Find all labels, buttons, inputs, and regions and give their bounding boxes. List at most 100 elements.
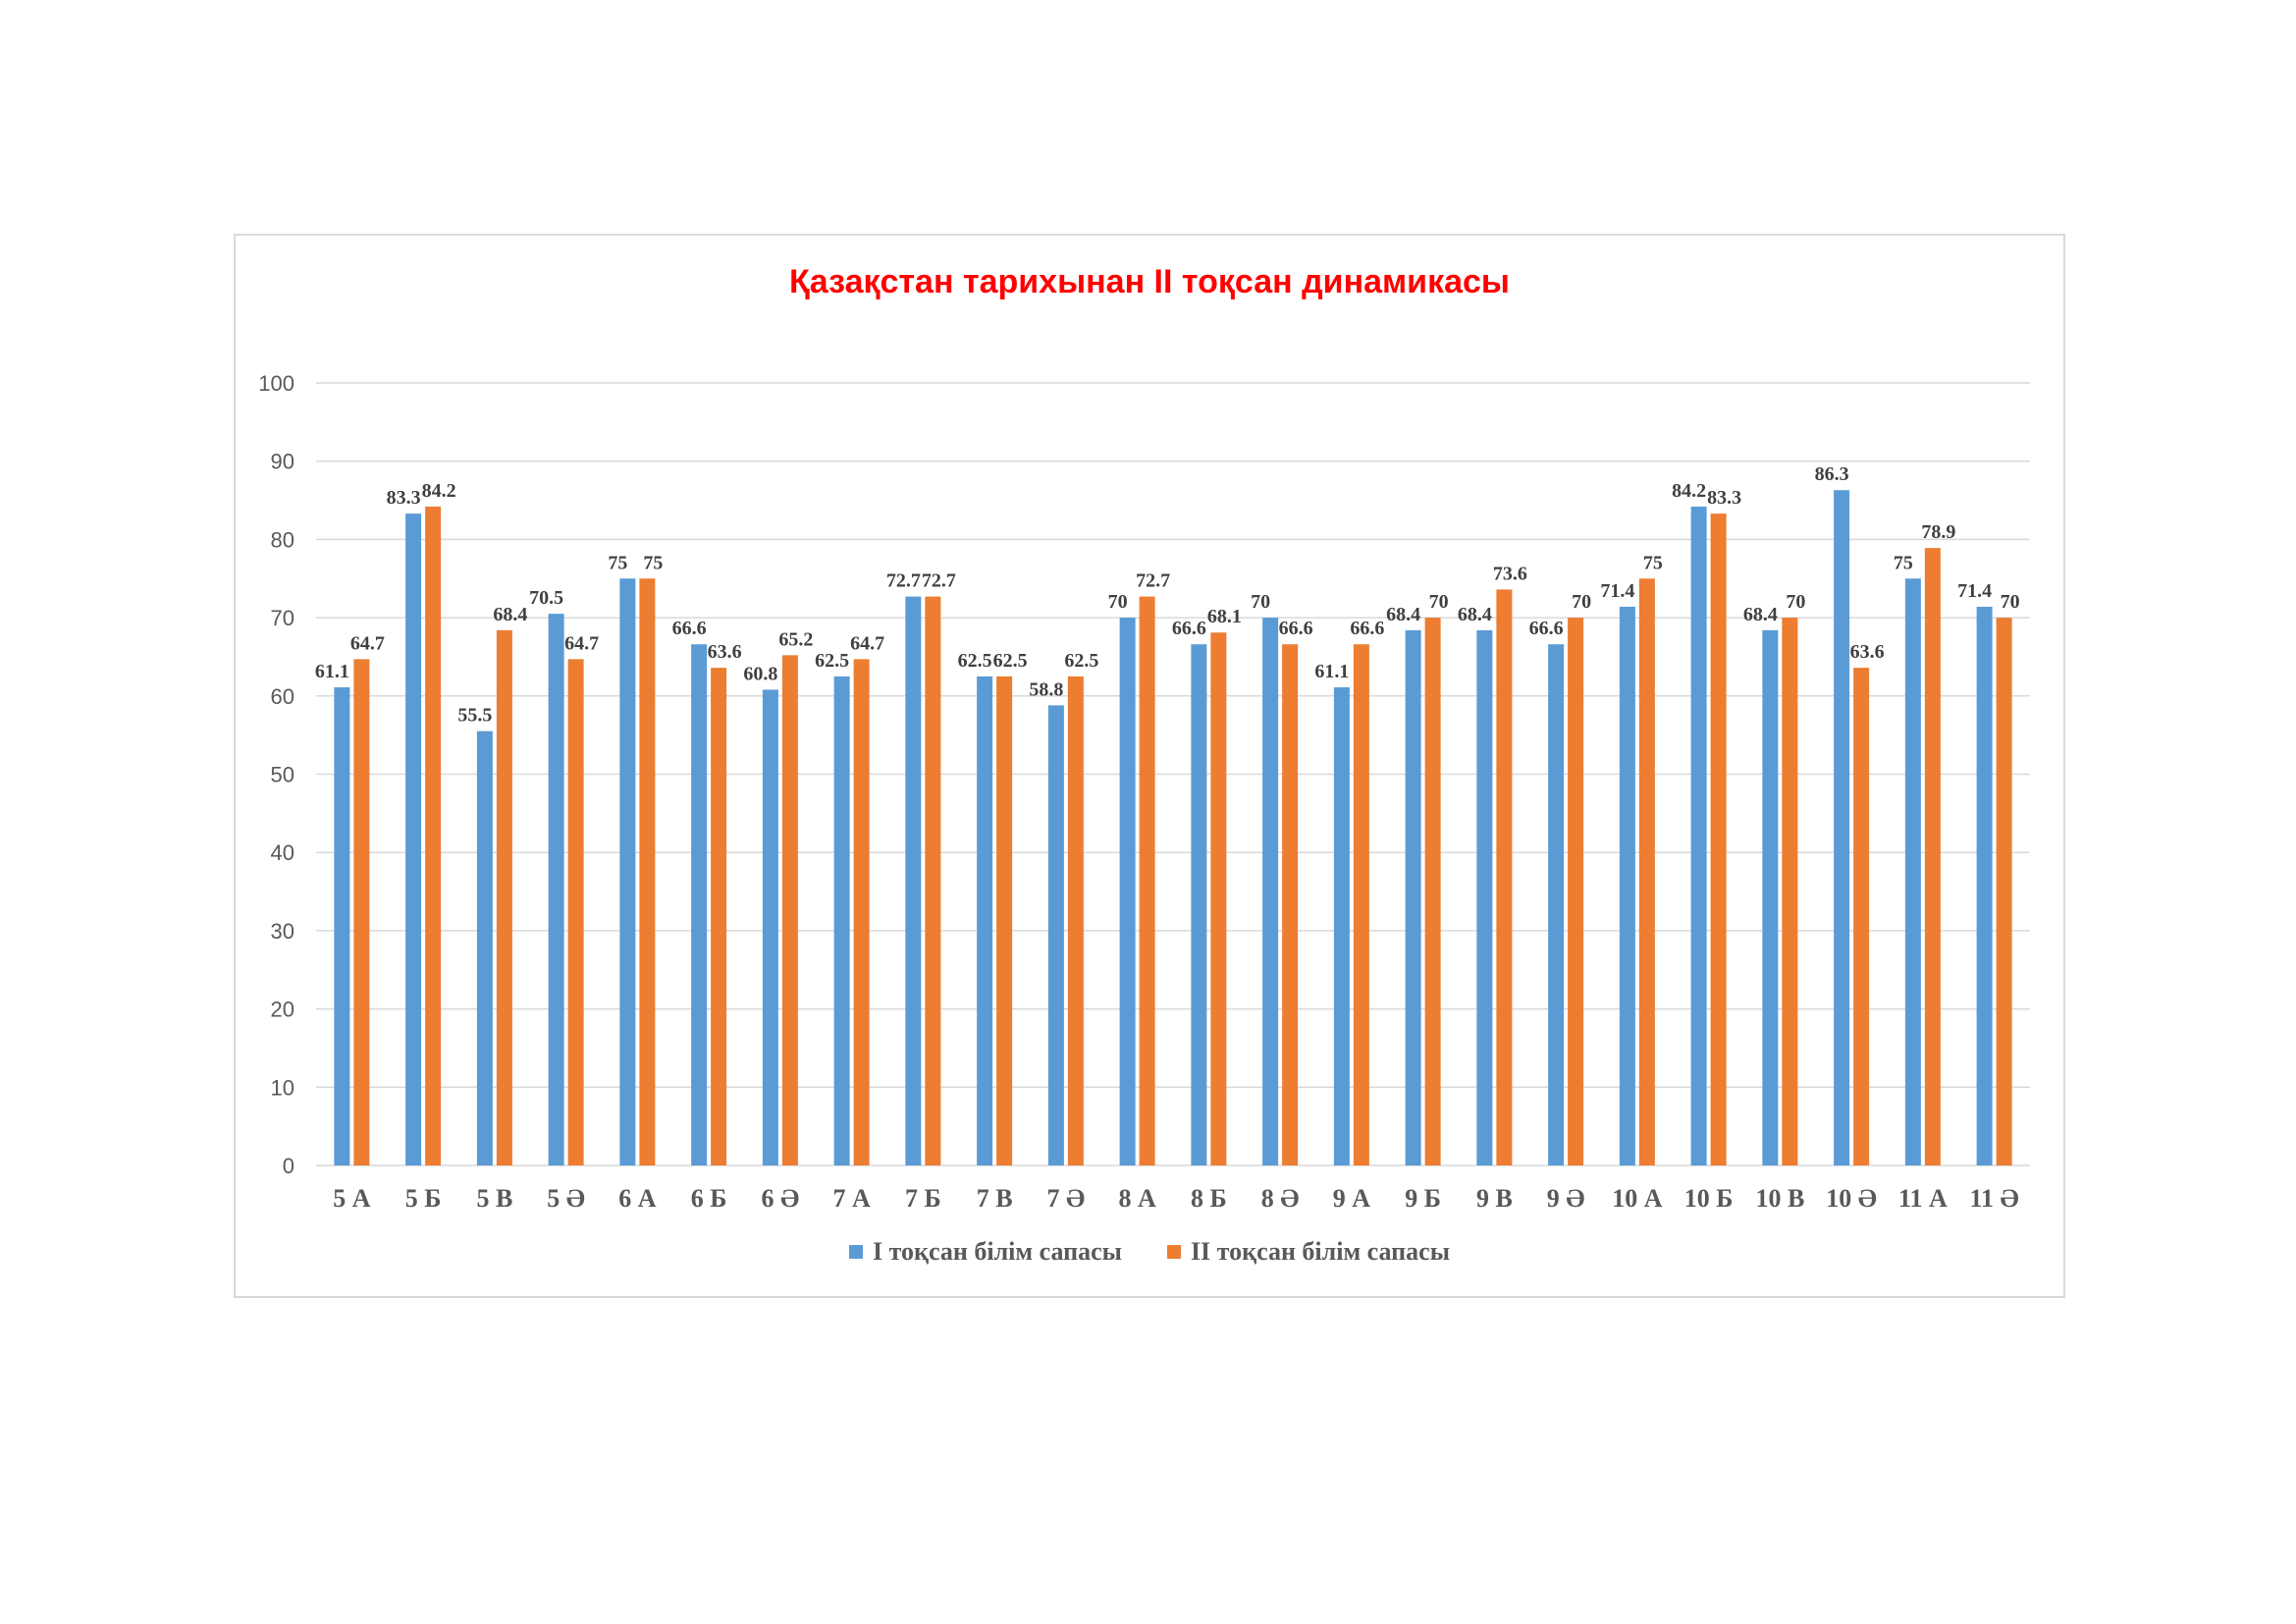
bar-series-1 [1262,618,1279,1165]
x-tick-label: 11 А [1898,1184,1948,1213]
data-label-series-1: 60.8 [743,663,777,684]
data-label-series-2: 72.7 [1136,570,1170,592]
data-label-series-1: 70.5 [529,587,563,609]
bar-series-1 [1690,506,1707,1165]
data-label-series-2: 66.6 [1279,618,1313,639]
bar-series-1 [905,596,922,1165]
bar-series-1 [1976,606,1993,1165]
y-tick-label: 70 [271,606,294,630]
data-label-series-2: 68.4 [493,604,527,625]
bar-series-1 [977,676,993,1165]
data-label-series-1: 66.6 [672,618,707,639]
bar-series-2 [1996,618,2012,1165]
bar-series-1 [1904,578,1921,1165]
data-label-series-2: 70 [1786,591,1805,613]
legend-swatch-series-1 [848,1245,863,1259]
bar-series-2 [1424,618,1441,1165]
data-label-series-1: 55.5 [457,705,492,727]
bar-series-1 [548,614,564,1165]
bar-series-2 [1782,618,1798,1165]
x-tick-label: 8 А [1118,1184,1156,1213]
bar-series-1 [1619,606,1635,1165]
data-label-series-2: 66.6 [1350,618,1384,639]
x-tick-label: 6 А [618,1184,657,1213]
bar-series-2 [639,578,656,1165]
data-label-series-1: 66.6 [1529,618,1564,639]
data-label-series-2: 78.9 [1921,521,1955,543]
bar-series-2 [425,506,442,1165]
data-labels: 61.164.783.3 84.255.568.470.564.775 7566.6… [315,463,2020,726]
bars [334,490,2012,1166]
bar-series-2 [1496,589,1513,1165]
data-label-series-2: 65.2 [778,628,813,650]
bar-series-2 [1139,596,1155,1165]
data-label-series-2: 73.6 [1493,563,1527,584]
data-label-series-1: 72.7 [886,570,921,592]
data-label-series-1: 68.4 [1386,604,1420,625]
bar-series-2 [1853,668,1870,1165]
x-tick-label: 6 Б [691,1184,727,1213]
data-label-series-1: 68.4 [1743,604,1778,625]
data-label-series-2: 75 [1643,552,1663,573]
bar-series-1 [1047,705,1064,1165]
chart-frame: Қазақстан тарихынан II тоқсан динамикасы… [234,234,2065,1298]
bar-series-1 [334,687,350,1165]
y-tick-label: 90 [271,450,294,474]
bar-series-1 [1762,629,1779,1165]
x-tick-label: 9 В [1476,1184,1513,1213]
data-label-series-2: 75 [643,552,663,573]
y-tick-label: 0 [283,1154,294,1178]
y-tick-label: 20 [271,998,294,1022]
x-tick-label: 11 Ә [1969,1184,2018,1213]
data-label-series-2: 63.6 [708,641,742,663]
data-label-series-1: 62.5 [958,650,992,672]
data-label-series-2: 70 [1429,591,1449,613]
legend-label-series-1: І тоқсан білім сапасы [872,1237,1122,1266]
bar-series-2 [496,629,512,1165]
data-label-series-2: 64.7 [850,632,884,654]
legend-label-series-2: ІІ тоқсан білім сапасы [1190,1237,1450,1266]
gridlines [316,382,2030,1166]
x-tick-label: 7 А [832,1184,871,1213]
bar-series-2 [996,676,1013,1165]
x-tick-label: 8 Б [1191,1184,1227,1213]
bar-series-1 [833,676,850,1165]
bar-series-2 [1067,676,1084,1165]
bar-series-1 [1834,490,1850,1166]
x-tick-label: 7 В [977,1184,1013,1213]
bar-series-2 [1924,548,1941,1165]
data-label-series-2: 70 [2001,591,2020,613]
x-tick-label: 5 Б [405,1184,442,1213]
data-label-series-2: 64.7 [350,632,385,654]
y-tick-label: 60 [271,684,294,709]
bar-series-1 [1333,687,1350,1165]
data-label-series-1: 71.4 [1600,580,1634,602]
bar-series-2 [781,655,798,1165]
data-label-series-1: 75 [1894,552,1913,573]
bar-series-1 [1548,644,1565,1165]
x-tick-label: 10 А [1612,1184,1663,1213]
bar-series-1 [476,731,493,1165]
data-label-series-1: 62.5 [815,650,849,672]
bar-series-2 [1353,644,1369,1165]
y-tick-label: 100 [258,371,294,396]
legend-swatch-series-2 [1166,1245,1181,1259]
x-tick-label: 6 Ә [762,1184,800,1213]
bar-series-2 [1568,618,1584,1165]
x-tick-label: 10 В [1755,1184,1804,1213]
data-label-series-2: 62.5 [1064,650,1098,672]
legend-item-series-2: ІІ тоқсан білім сапасы [1166,1237,1450,1267]
legend: І тоқсан білім сапасы ІІ тоқсан білім са… [236,1237,2063,1267]
bar-series-1 [1191,644,1207,1165]
data-label-series-2: 72.7 [922,570,956,592]
bar-series-1 [762,689,778,1165]
y-tick-label: 50 [271,763,294,787]
bar-series-1 [619,578,636,1165]
x-tick-label: 5 А [333,1184,371,1213]
bar-series-2 [925,596,941,1165]
data-label-series-1: 75 [608,552,627,573]
bar-series-2 [1710,514,1727,1165]
bar-series-1 [405,514,422,1165]
data-label-series-2: 62.5 [993,650,1028,672]
data-label-series-1: 83.3 [387,487,421,509]
